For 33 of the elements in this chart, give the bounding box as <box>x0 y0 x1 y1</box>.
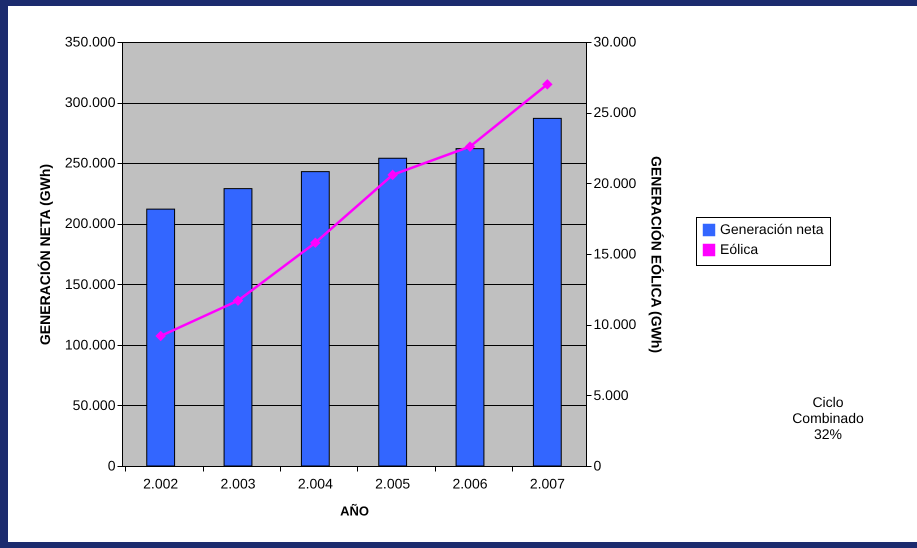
y-tick-label: 350.000 <box>64 34 116 50</box>
point <box>155 330 166 342</box>
y-tick-label: 300.000 <box>64 94 116 110</box>
y2-tick-label: 10.000 <box>594 316 637 332</box>
point <box>232 295 244 306</box>
text: Ciclo Combinado 32% <box>791 394 865 442</box>
y2-tick-label: 0 <box>594 458 602 474</box>
x-tick-label: 2.007 <box>530 476 566 492</box>
y2-tick-label: 25.000 <box>594 104 637 120</box>
y2-tick-label: 20.000 <box>594 174 637 191</box>
legend-label: Eólica <box>720 241 758 257</box>
legend-label: Generación neta <box>720 221 824 237</box>
x-tick-label: 2.002 <box>143 476 178 492</box>
y-axis-title: GENERACIÓN NETA (GWh) <box>36 164 53 346</box>
x-axis-title: AÑO <box>340 504 369 518</box>
y2-tick-label: 15.000 <box>594 246 637 262</box>
y-tick-label: 50.000 <box>72 396 116 413</box>
y-tick-label: 100.000 <box>64 336 116 352</box>
point <box>542 79 553 90</box>
y2-tick-label: 30.000 <box>594 34 637 50</box>
x-tick-label: 2.004 <box>298 476 334 492</box>
y2-axis-title: GENERACIÓN EÓLICA (GWh) <box>648 156 664 354</box>
x-tick-label: 2.005 <box>375 476 410 492</box>
x-tick-label: 2.003 <box>220 476 256 492</box>
point <box>464 141 476 152</box>
y-tick-label: 0 <box>108 458 116 474</box>
point <box>387 170 398 180</box>
y-tick-label: 250.000 <box>64 154 116 171</box>
x-tick-label: 2.006 <box>452 476 488 492</box>
y-tick-label: 150.000 <box>64 276 116 292</box>
point <box>310 237 321 248</box>
y-tick-label: 200.000 <box>64 215 116 232</box>
y2-tick-label: 5.000 <box>594 386 629 403</box>
